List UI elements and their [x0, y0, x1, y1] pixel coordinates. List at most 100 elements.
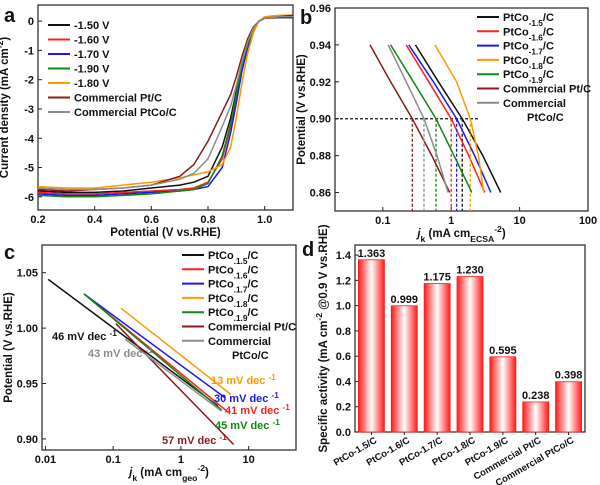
x-axis-label-b-part: -2	[494, 224, 502, 234]
legend-label: -1.60 V	[74, 35, 110, 47]
legend-label: -1.80 V	[74, 78, 110, 90]
y-axis-label-a-part: )	[0, 37, 11, 41]
y-tick-label-c: 1.05	[17, 268, 38, 280]
x-axis-label-a-part: Potential (V vs.RHE)	[110, 227, 221, 239]
legend-label-c-part: PtCo	[208, 264, 234, 276]
y-tick-label-d: 1.0	[336, 301, 351, 313]
x-tick-label-b: 10	[513, 215, 525, 227]
x-axis-label-b-part: )	[502, 228, 506, 240]
legend-label-b-part: PtCo	[503, 41, 529, 53]
series-line-b	[369, 44, 451, 193]
series-line-b	[387, 44, 449, 193]
plot-frame-a	[37, 4, 294, 211]
x-axis-label-c: jk (mA cmgeo-2)	[127, 463, 209, 483]
legend-label-c: PtCo.1.8/C	[208, 293, 258, 309]
bar	[390, 305, 418, 433]
tafel-slope-label-part: -1	[271, 391, 279, 400]
x-axis-label-c-part: )	[205, 467, 209, 479]
y-axis-label-c-part: Potential (V vs.RHE)	[3, 292, 15, 403]
legend-label-c: PtCo.1.7/C	[208, 279, 258, 295]
tafel-slope-label-part: -1	[282, 403, 290, 412]
tafel-slope-label-part: -1	[268, 373, 276, 382]
legend-label-b-part: -1.5	[529, 19, 544, 28]
legend-label-b-part: -1.8	[529, 61, 544, 70]
tafel-slope-label-part: 45 mV dec	[215, 420, 272, 432]
y-tick-label-b: 0.96	[310, 3, 331, 15]
tafel-slope-label-part: -1	[219, 433, 227, 442]
legend-label-b-part: PtCo	[503, 55, 529, 67]
y-tick-label-b: 0.88	[310, 151, 331, 163]
y-axis-label-d-part: @0.9 V vs.RHE)	[318, 224, 330, 313]
series-line-b	[405, 44, 486, 193]
x-axis-label-b-part: k	[421, 234, 426, 244]
y-axis-label-a-part: Current density (mA cm	[0, 48, 11, 178]
legend-label-b-part: -1.7	[529, 47, 544, 56]
y-tick-label-c: 1.00	[17, 323, 38, 335]
series-line-c	[124, 338, 223, 412]
legend-label: -1.90 V	[74, 64, 110, 76]
legend-label-c-part: .1.6	[234, 271, 248, 280]
bar-value-label: 0.595	[489, 345, 517, 357]
legend-label-b-part: PtCo	[503, 69, 529, 81]
panel-d: 0.0 0.2 0.4 0.6 0.8 1.0 1.2 1.4 Specific activit…	[314, 224, 586, 485]
x-tick-label-a: 0.6	[144, 214, 159, 226]
series-line-c	[120, 307, 232, 396]
x-tick-label-c: 0.01	[35, 454, 56, 466]
legend-label-c: Commercial Pt/C	[208, 322, 296, 334]
x-axis-label-a: Potential (V vs.RHE)	[110, 227, 221, 239]
y-axis-label-b: Potential (V vs.RHE)	[296, 54, 308, 165]
series-line-b	[434, 44, 485, 193]
legend-label-b: PtCo-1.8/C	[503, 55, 554, 71]
panel-letter-a: a	[4, 5, 16, 27]
tafel-slope-label: 45 mV dec -1	[215, 418, 280, 433]
x-axis-label-c-part: (mA cm	[137, 467, 182, 479]
legend-label-c-part: /C	[247, 264, 258, 276]
y-axis-label-a-part: -2	[0, 40, 5, 48]
x-axis-label-b-part: (mA cm	[425, 228, 470, 240]
y-tick-label-d: 0.6	[336, 351, 351, 363]
tafel-slope-label-part: 30 mV dec	[214, 393, 271, 405]
bar	[522, 401, 550, 433]
series-line-b	[389, 44, 473, 193]
y-tick-label-a: -5	[24, 163, 34, 175]
y-tick-label-b: 0.94	[310, 40, 332, 52]
series-line-c	[83, 293, 226, 399]
legend-label-b: PtCo/C	[527, 112, 564, 124]
legend-label-c: PtCo.1.5/C	[208, 250, 258, 266]
x-tick-label-b: 0.1	[375, 215, 390, 227]
legend-label-b-part: -1.9	[529, 76, 544, 85]
plot-frame-b	[334, 7, 589, 212]
legend-label-c-part: .1.7	[234, 285, 248, 294]
legend-label-c-part: .1.8	[234, 299, 248, 308]
y-tick-label-b: 0.92	[310, 77, 331, 89]
x-tick-label-c: 1	[178, 454, 184, 466]
y-axis-label-d: Specific activity (mA cm-2 @0.9 V vs.RHE…	[314, 224, 330, 452]
x-axis-label-b-part: j	[415, 228, 421, 240]
y-tick-label-b: 0.90	[310, 114, 331, 126]
y-tick-label-d: 0.2	[336, 402, 351, 414]
y-tick-label-d: 1.4	[336, 250, 352, 262]
x-tick-label-a: 0.4	[87, 214, 103, 226]
legend-label-b-part: -1.6	[529, 33, 544, 42]
tafel-slope-label-part: 43 mV dec	[88, 348, 145, 360]
x-tick-label-b: 100	[579, 215, 597, 227]
x-tick-label-b: 1	[448, 215, 454, 227]
legend-label: Commercial PtCo/C	[74, 107, 177, 119]
tafel-slope-label-part: 57 mV dec	[162, 435, 219, 447]
legend-label-b-part: /C	[543, 12, 554, 24]
bar	[423, 283, 451, 433]
tafel-slope-label: 57 mV dec -1	[162, 433, 227, 448]
bar	[358, 259, 385, 433]
series-line-a	[37, 15, 293, 191]
legend-label-b: PtCo-1.6/C	[503, 26, 554, 42]
legend-label-c-part: PtCo	[208, 279, 234, 291]
y-tick-label-a: -6	[24, 192, 34, 204]
y-tick-label-a: 0	[28, 16, 34, 28]
x-axis-label-b-part: ECSA	[470, 234, 494, 244]
legend-label-c-part: Commercial Pt/C	[208, 322, 296, 334]
bar	[555, 381, 582, 433]
y-tick-label-c: 0.95	[17, 379, 38, 391]
legend-label-c-part: /C	[247, 279, 258, 291]
y-tick-label-b: 0.86	[310, 188, 331, 200]
